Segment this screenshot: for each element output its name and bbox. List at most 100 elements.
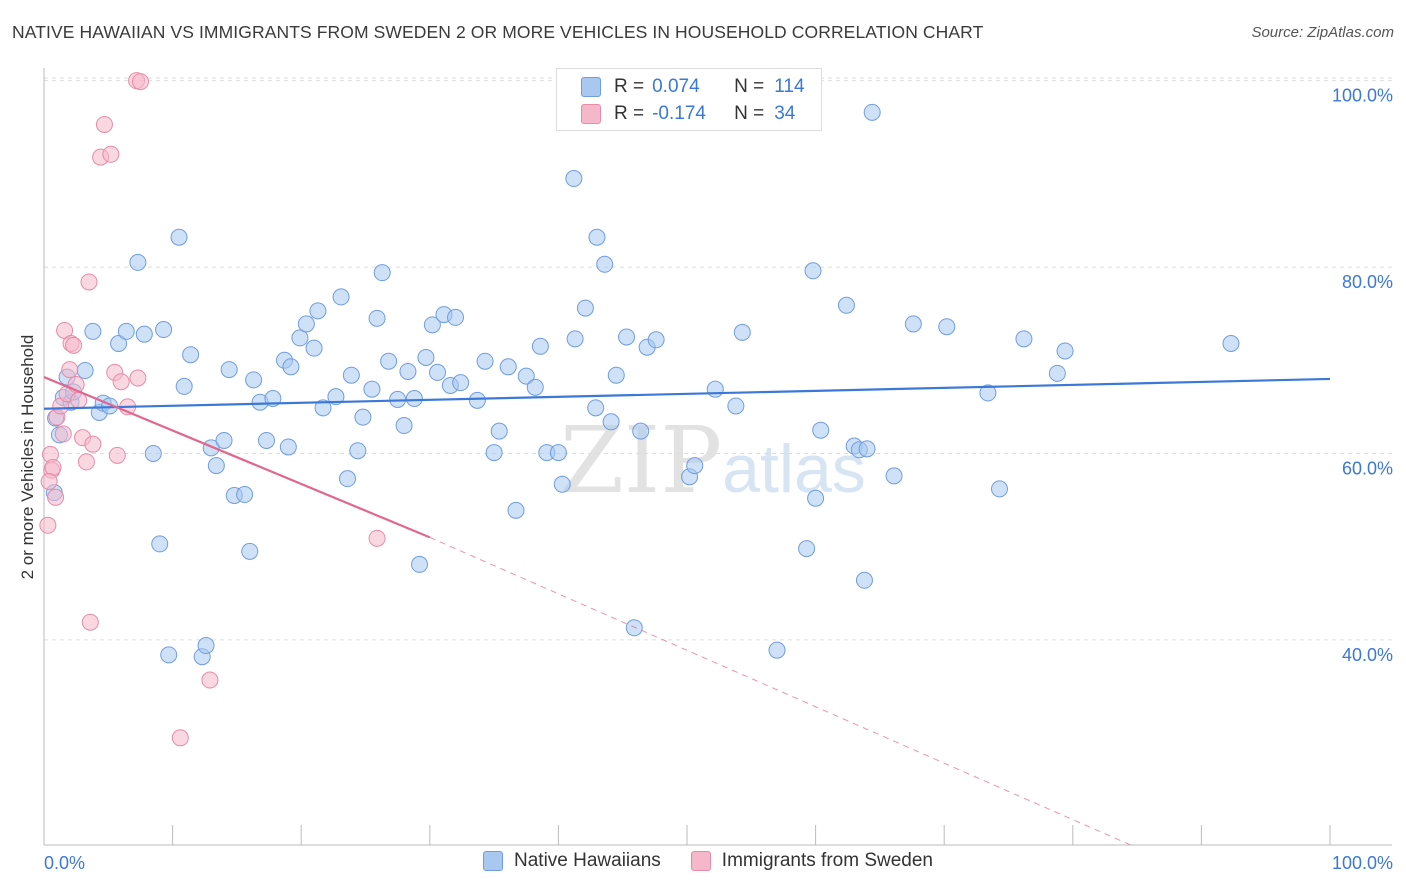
native-hawaiian-point — [197, 637, 215, 655]
y-tick-label: 80.0% — [1342, 272, 1393, 292]
native-hawaiian-point — [76, 362, 94, 380]
native-hawaiian-point — [858, 440, 876, 458]
native-hawaiian-point — [602, 413, 620, 431]
native-hawaiian-point — [297, 315, 315, 333]
native-hawaiian-point — [342, 366, 360, 384]
x-tick-label: 0.0% — [44, 853, 85, 873]
native-hawaiian-point — [727, 397, 745, 415]
native-hawaiian-point — [531, 337, 549, 355]
sweden-immigrant-point — [77, 453, 95, 471]
native-hawaiian-point — [499, 358, 517, 376]
native-hawaiian-point — [1056, 342, 1074, 360]
sweden-immigrant-point — [368, 529, 386, 547]
sweden-immigrant-point — [131, 73, 149, 91]
stats-row-native-hawaiians: R = 0.074 N = 114 — [581, 74, 805, 100]
native-hawaiian-point — [855, 571, 873, 589]
native-hawaiian-point — [517, 367, 535, 385]
native-hawaiian-point — [1048, 364, 1066, 382]
chart-title: NATIVE HAWAIIAN VS IMMIGRANTS FROM SWEDE… — [12, 22, 984, 42]
sweden-immigrant-point — [112, 373, 130, 391]
native-hawaiian-point — [220, 361, 238, 379]
native-hawaiian-point — [587, 399, 605, 417]
stats-legend: R = 0.074 N = 114 R = -0.174 N = 34 — [556, 68, 822, 131]
y-tick-label: 40.0% — [1342, 645, 1393, 665]
sweden-trendline-extension — [429, 536, 1131, 846]
legend-item-native-hawaiians[interactable]: Native Hawaiians — [483, 850, 661, 872]
native-hawaiian-point — [373, 264, 391, 282]
sweden-immigrant-point — [39, 516, 57, 534]
native-hawaiian-point — [938, 318, 956, 336]
legend-label: Native Hawaiians — [514, 850, 661, 871]
native-hawaiian-point — [904, 315, 922, 333]
native-hawaiian-point — [129, 253, 147, 271]
native-hawaiian-point — [117, 322, 135, 340]
native-hawaiian-point — [485, 444, 503, 462]
native-hawaiian-point — [429, 363, 447, 381]
r-value: 0.074 — [652, 76, 700, 97]
native-hawaiian-point — [245, 371, 263, 389]
native-hawaiian-point — [596, 255, 614, 273]
native-hawaiian-point — [576, 299, 594, 317]
native-hawaiian-point — [490, 422, 508, 440]
native-hawaiians-trendline — [43, 377, 1331, 410]
native-hawaiian-point — [452, 374, 470, 392]
native-hawaiian-point — [215, 431, 233, 449]
stats-row-immigrants-from-sweden: R = -0.174 N = 34 — [581, 101, 795, 127]
native-hawaiian-point — [553, 475, 571, 493]
native-hawaiian-point — [798, 540, 816, 558]
native-hawaiian-point — [447, 308, 465, 326]
native-hawaiian-point — [305, 339, 323, 357]
sweden-immigrant-point — [129, 369, 147, 387]
immigrants-from-sweden-swatch — [690, 851, 711, 871]
native-hawaiian-point — [990, 480, 1008, 498]
native-hawaiian-point — [309, 302, 327, 320]
sweden-immigrant-point — [54, 425, 72, 443]
native-hawaiian-point — [236, 486, 254, 504]
native-hawaiian-point — [417, 348, 435, 366]
native-hawaiian-point — [804, 262, 822, 280]
native-hawaiian-point — [686, 457, 704, 475]
native-hawaiian-point — [607, 366, 625, 384]
native-hawaiian-point — [625, 619, 643, 637]
sweden-immigrant-point — [108, 446, 126, 464]
native-hawaiian-point — [411, 555, 429, 573]
native-hawaiian-point — [863, 103, 881, 121]
native-hawaiian-point — [327, 388, 345, 406]
sweden-trendline — [43, 376, 431, 539]
legend-item-immigrants-from-sweden[interactable]: Immigrants from Sweden — [690, 850, 933, 872]
native-hawaiian-point — [160, 646, 178, 664]
native-hawaiian-point — [170, 228, 188, 246]
native-hawaiian-point — [807, 489, 825, 507]
native-hawaiian-point — [368, 309, 386, 327]
native-hawaiian-point — [151, 535, 169, 553]
native-hawaiian-point — [549, 444, 567, 462]
native-hawaiians-swatch — [483, 851, 503, 871]
r-label: R = — [614, 103, 645, 124]
native-hawaiian-point — [338, 470, 356, 488]
x-tick-label: 100.0% — [1332, 853, 1393, 873]
native-hawaiian-point — [588, 228, 606, 246]
native-hawaiian-point — [885, 467, 903, 485]
native-hawaiian-point — [468, 391, 486, 409]
native-hawaiian-point — [1222, 335, 1240, 353]
sweden-immigrant-point — [61, 361, 79, 379]
native-hawaiian-point — [110, 335, 128, 353]
native-hawaiian-point — [837, 296, 855, 314]
y-tick-label: 60.0% — [1342, 459, 1393, 479]
native-hawaiian-point — [812, 421, 830, 439]
native-hawaiian-point — [566, 330, 584, 348]
native-hawaiian-point — [618, 328, 636, 346]
r-label: R = — [614, 76, 645, 97]
native-hawaiian-point — [332, 288, 350, 306]
native-hawaiians-swatch — [581, 77, 601, 97]
native-hawaiian-point — [257, 431, 275, 449]
n-value: 34 — [774, 103, 796, 124]
native-hawaiian-point — [314, 399, 332, 417]
n-label: N = — [734, 103, 765, 124]
native-hawaiian-point — [768, 641, 786, 659]
sweden-immigrant-point — [40, 472, 58, 490]
sweden-immigrant-point — [65, 336, 83, 354]
native-hawaiian-point — [476, 352, 494, 370]
native-hawaiian-point — [632, 422, 650, 440]
